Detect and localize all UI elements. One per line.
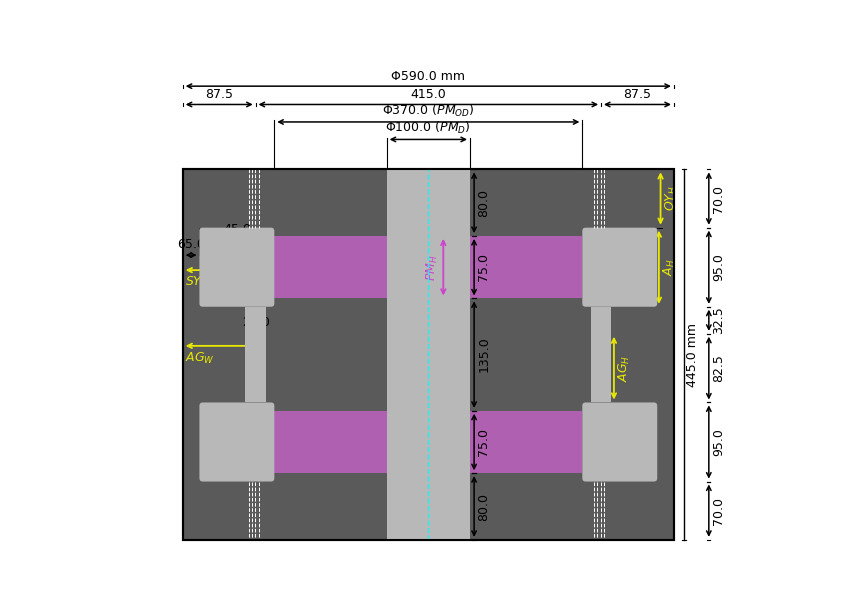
Text: $OY_H$: $OY_H$: [664, 185, 679, 211]
Text: 135.0: 135.0: [477, 336, 491, 373]
Text: 445.0 mm: 445.0 mm: [687, 322, 699, 387]
Bar: [245, 307, 266, 402]
Bar: [183, 169, 674, 540]
Text: 87.5: 87.5: [205, 88, 233, 101]
Text: 87.5: 87.5: [624, 88, 652, 101]
Bar: [274, 411, 582, 473]
FancyBboxPatch shape: [199, 228, 274, 307]
Text: 95.0: 95.0: [712, 428, 725, 456]
Text: $AG_H$: $AG_H$: [617, 354, 632, 382]
Text: $PM_H$: $PM_H$: [425, 254, 440, 281]
Bar: [183, 169, 674, 540]
Text: Φ590.0 mm: Φ590.0 mm: [391, 70, 465, 83]
Text: 75.0: 75.0: [477, 428, 491, 456]
Text: 70.0: 70.0: [712, 185, 725, 212]
Text: 25.0: 25.0: [242, 316, 269, 329]
Text: 65.0: 65.0: [177, 238, 205, 251]
Text: 95.0: 95.0: [712, 253, 725, 281]
Text: $A_H$: $A_H$: [662, 258, 677, 276]
Bar: [387, 169, 470, 540]
Text: $A_W$: $A_W$: [227, 286, 247, 301]
FancyBboxPatch shape: [199, 402, 274, 481]
Text: 80.0: 80.0: [477, 492, 491, 521]
Text: 32.5: 32.5: [712, 306, 725, 334]
Text: 75.0: 75.0: [477, 253, 491, 281]
Text: 82.5: 82.5: [712, 354, 725, 382]
FancyBboxPatch shape: [582, 402, 657, 481]
Text: 415.0: 415.0: [411, 88, 446, 101]
FancyBboxPatch shape: [582, 228, 657, 307]
Text: 45.0: 45.0: [223, 223, 250, 236]
Text: $\Phi$370.0 ($PM_{OD}$): $\Phi$370.0 ($PM_{OD}$): [382, 103, 475, 119]
Text: $\Phi$100.0 ($PM_{D}$): $\Phi$100.0 ($PM_{D}$): [385, 120, 471, 136]
Text: $AG_W$: $AG_W$: [185, 351, 215, 366]
Bar: [274, 236, 582, 298]
Text: 80.0: 80.0: [477, 188, 491, 217]
Text: $SY_W$: $SY_W$: [185, 275, 212, 290]
Text: 70.0: 70.0: [712, 497, 725, 525]
Bar: [590, 307, 612, 402]
